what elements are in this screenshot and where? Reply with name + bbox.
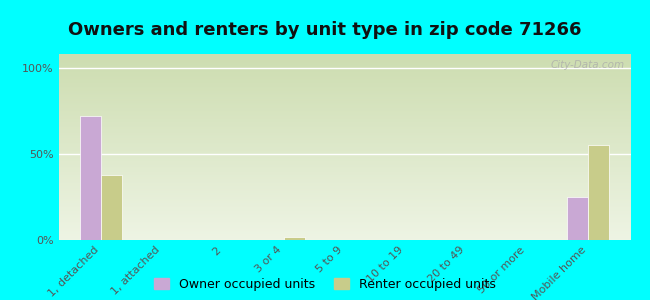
Text: City-Data.com: City-Data.com bbox=[551, 60, 625, 70]
Bar bbox=[101, 175, 122, 240]
Bar bbox=[80, 116, 101, 240]
Bar bbox=[567, 197, 588, 240]
Legend: Owner occupied units, Renter occupied units: Owner occupied units, Renter occupied un… bbox=[154, 278, 496, 291]
Bar bbox=[588, 145, 609, 240]
Text: Owners and renters by unit type in zip code 71266: Owners and renters by unit type in zip c… bbox=[68, 21, 582, 39]
Bar bbox=[283, 237, 305, 240]
